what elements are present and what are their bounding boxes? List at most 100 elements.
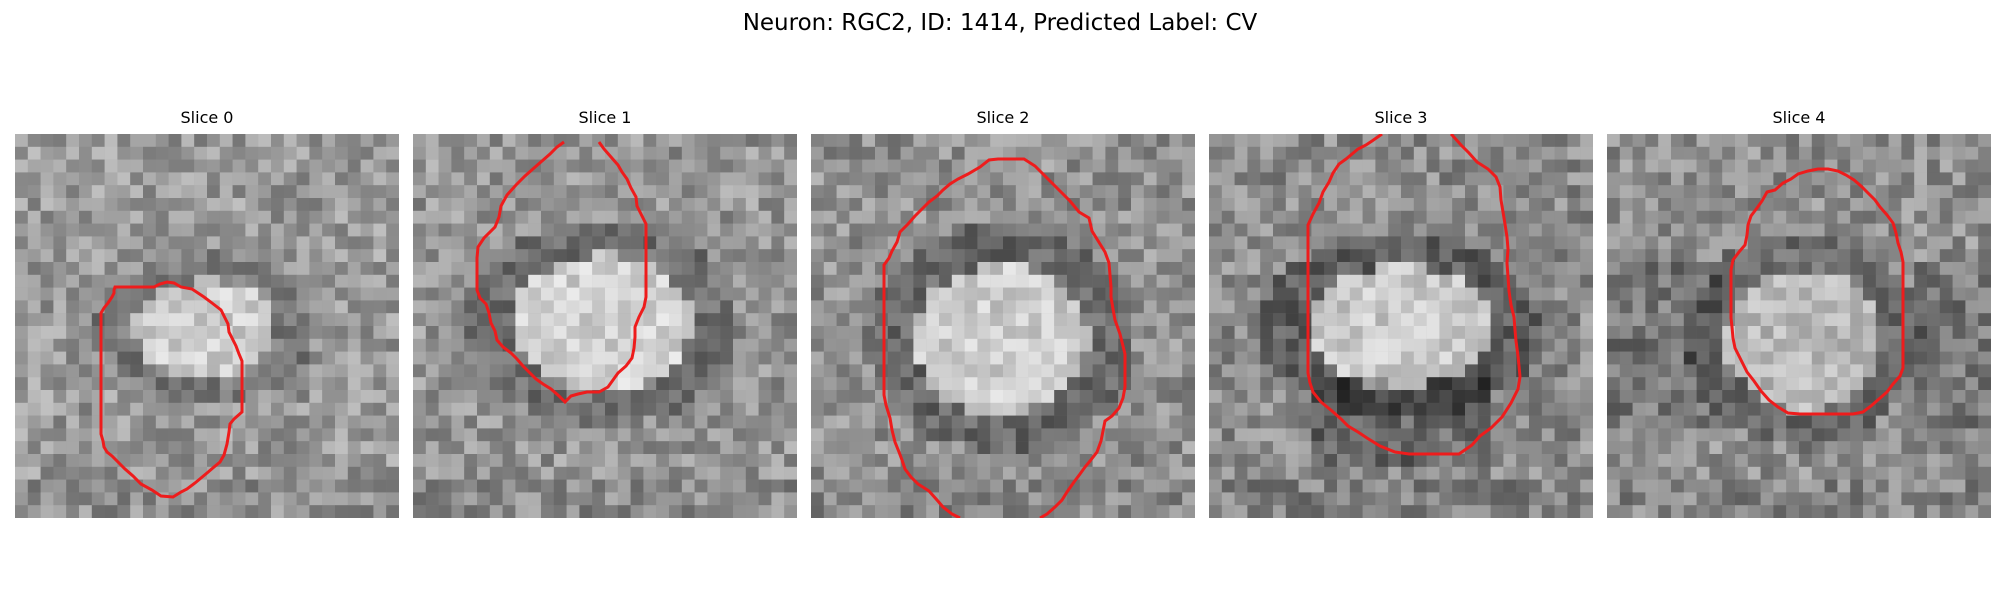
image-pixel xyxy=(502,236,516,250)
image-pixel xyxy=(1273,428,1286,442)
image-pixel xyxy=(1131,146,1144,160)
image-pixel xyxy=(1362,326,1376,339)
image-pixel xyxy=(1863,198,1876,211)
image-pixel xyxy=(373,479,387,493)
image-pixel xyxy=(1722,134,1736,147)
image-pixel xyxy=(1914,236,1928,250)
image-pixel xyxy=(1054,351,1068,365)
image-pixel xyxy=(1285,390,1299,403)
image-pixel xyxy=(335,479,348,493)
image-pixel xyxy=(245,223,259,237)
image-pixel xyxy=(1028,505,1042,518)
image-pixel xyxy=(939,172,952,186)
image-pixel xyxy=(347,505,361,518)
image-pixel xyxy=(1683,466,1697,480)
image-pixel xyxy=(130,262,144,275)
image-pixel xyxy=(347,338,361,352)
image-pixel xyxy=(1247,390,1261,403)
image-pixel xyxy=(143,441,156,455)
image-pixel xyxy=(951,185,965,199)
image-pixel xyxy=(425,479,439,493)
image-pixel xyxy=(1658,415,1672,429)
image-pixel xyxy=(707,146,721,160)
image-pixel xyxy=(502,210,516,224)
image-pixel xyxy=(194,274,208,288)
image-pixel xyxy=(168,454,182,467)
image-pixel xyxy=(168,390,182,403)
image-pixel xyxy=(694,326,708,339)
image-pixel xyxy=(617,223,631,237)
image-pixel xyxy=(1786,236,1800,250)
image-pixel xyxy=(91,390,105,403)
image-pixel xyxy=(1927,466,1940,480)
slice-title: Slice 4 xyxy=(1772,108,1826,127)
image-pixel xyxy=(823,364,837,378)
image-pixel xyxy=(1439,210,1453,224)
image-pixel xyxy=(143,287,156,301)
image-pixel xyxy=(258,210,272,224)
image-pixel xyxy=(951,223,965,237)
image-pixel xyxy=(360,262,374,275)
image-pixel xyxy=(1914,274,1928,288)
image-pixel xyxy=(1426,172,1440,186)
image-pixel xyxy=(1477,390,1491,403)
image-pixel xyxy=(1607,159,1620,173)
image-pixel xyxy=(939,287,952,301)
image-pixel xyxy=(1709,287,1723,301)
image-pixel xyxy=(1658,262,1672,275)
image-pixel xyxy=(1234,466,1248,480)
image-pixel xyxy=(1247,210,1261,224)
image-pixel xyxy=(1978,300,1991,314)
image-pixel xyxy=(1247,364,1261,378)
image-pixel xyxy=(669,134,682,147)
image-pixel xyxy=(258,287,272,301)
image-pixel xyxy=(413,364,426,378)
image-pixel xyxy=(1143,198,1157,211)
image-pixel xyxy=(1875,249,1889,263)
image-pixel xyxy=(1529,402,1542,416)
image-pixel xyxy=(1607,402,1620,416)
image-pixel xyxy=(1375,185,1389,199)
image-pixel xyxy=(694,236,708,250)
image-pixel xyxy=(836,338,850,352)
image-pixel xyxy=(1465,287,1478,301)
image-pixel xyxy=(1452,505,1466,518)
image-pixel xyxy=(477,479,490,493)
image-pixel xyxy=(1209,262,1222,275)
image-pixel xyxy=(1965,338,1979,352)
image-pixel xyxy=(758,364,772,378)
image-pixel xyxy=(181,287,195,301)
image-pixel xyxy=(1028,492,1042,506)
image-pixel xyxy=(1234,223,1248,237)
image-pixel xyxy=(1413,441,1427,455)
image-pixel xyxy=(579,274,593,288)
image-pixel xyxy=(694,249,708,263)
image-pixel xyxy=(464,159,478,173)
image-pixel xyxy=(694,185,708,199)
image-pixel xyxy=(553,262,567,275)
image-pixel xyxy=(1143,351,1157,365)
image-pixel xyxy=(913,236,927,250)
image-pixel xyxy=(720,198,734,211)
image-pixel xyxy=(66,236,80,250)
image-pixel xyxy=(1143,172,1157,186)
image-pixel xyxy=(784,300,797,314)
image-pixel xyxy=(1619,210,1633,224)
image-pixel xyxy=(1927,326,1940,339)
image-pixel xyxy=(232,134,246,147)
image-pixel xyxy=(1529,454,1542,467)
image-pixel xyxy=(887,466,901,480)
image-pixel xyxy=(1311,441,1325,455)
image-pixel xyxy=(1811,172,1825,186)
image-pixel xyxy=(1169,249,1183,263)
image-pixel xyxy=(1607,351,1620,365)
image-pixel xyxy=(1375,415,1389,429)
image-pixel xyxy=(1709,185,1723,199)
image-pixel xyxy=(1696,428,1710,442)
image-pixel xyxy=(1978,492,1991,506)
image-pixel xyxy=(386,415,399,429)
image-pixel xyxy=(1735,479,1748,493)
image-pixel xyxy=(502,249,516,263)
image-pixel xyxy=(181,415,195,429)
image-pixel xyxy=(1298,210,1312,224)
